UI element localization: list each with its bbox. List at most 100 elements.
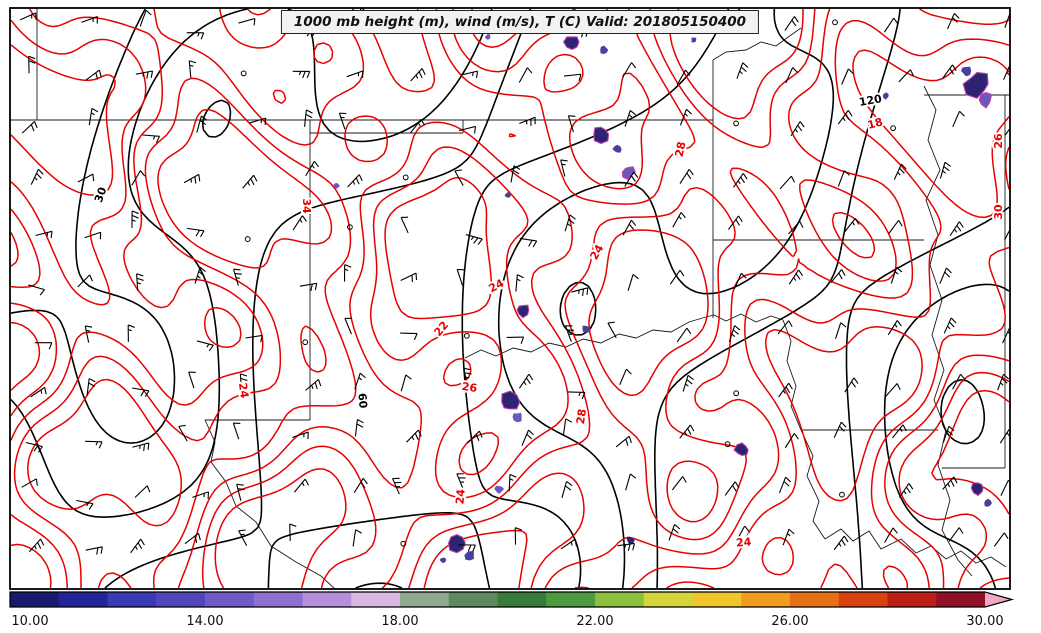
barb-staff — [733, 173, 744, 188]
barb-staff — [788, 269, 800, 285]
barb-tick — [896, 267, 903, 273]
barb-tick — [199, 266, 206, 273]
barb-half-tick — [624, 544, 627, 549]
wind-barb — [85, 69, 102, 81]
barb-staff — [899, 483, 910, 498]
barb-staff — [352, 529, 357, 547]
barb-tick — [793, 16, 799, 23]
barb-half-tick — [787, 533, 791, 537]
wind-barb — [77, 274, 94, 288]
wind-barb — [400, 216, 409, 234]
contour-label: 18 — [866, 115, 884, 132]
barb-staff — [183, 173, 200, 184]
barb-tick — [33, 445, 39, 452]
barb-tick — [795, 273, 801, 280]
barb-half-tick — [684, 431, 688, 436]
barb-tick — [48, 342, 53, 350]
barb-staff — [135, 70, 153, 75]
barb-half-tick — [947, 483, 951, 488]
wind-barb — [21, 478, 38, 488]
barb-staff — [132, 442, 150, 448]
wind-barb — [679, 168, 694, 184]
barb-tick — [1007, 331, 1010, 335]
barb-staff — [518, 67, 528, 83]
barb-tick — [740, 272, 747, 279]
barb-tick — [902, 424, 907, 432]
barb-staff — [245, 334, 263, 339]
wind-barb — [724, 481, 740, 496]
barb-tick — [892, 527, 898, 534]
wind-barb — [622, 219, 637, 236]
barb-tick — [44, 387, 47, 395]
barb-half-tick — [470, 236, 475, 241]
barb-staff — [833, 535, 845, 551]
barb-tick — [100, 546, 103, 554]
barb-staff — [784, 433, 795, 449]
barb-staff — [952, 111, 961, 128]
wind-barb — [178, 424, 188, 442]
barb-staff — [947, 13, 955, 30]
barb-staff — [338, 112, 346, 130]
wind-barb — [890, 267, 903, 284]
barb-tick — [629, 473, 637, 479]
wind-barb — [627, 274, 639, 291]
barb-tick — [896, 320, 902, 327]
barb-tick — [477, 238, 483, 245]
wind-barb — [456, 473, 466, 490]
wind-barb — [617, 542, 636, 551]
state-border — [800, 429, 826, 540]
barb-staff — [885, 383, 898, 397]
barb-staff — [993, 532, 1005, 547]
wind-barb — [346, 70, 364, 78]
barb-tick — [788, 382, 793, 390]
wind-barb — [354, 372, 366, 390]
colorbar-segment — [887, 592, 937, 607]
barb-half-tick — [298, 71, 302, 76]
barb-staff — [305, 379, 319, 391]
barb-half-tick — [247, 181, 251, 186]
wind-barb — [622, 62, 637, 78]
barb-tick — [92, 174, 95, 182]
wind-barb — [410, 68, 426, 82]
barb-tick — [526, 67, 533, 74]
barb-tick — [1001, 378, 1008, 384]
barb-tick — [137, 542, 143, 549]
barb-tick — [853, 377, 859, 384]
barb-half-tick — [516, 278, 521, 282]
wind-barb — [240, 70, 247, 77]
wind-barb — [238, 529, 248, 547]
barb-staff — [669, 269, 681, 285]
barb-staff — [615, 435, 630, 448]
wind-barb — [676, 69, 691, 86]
barb-half-tick — [311, 385, 314, 390]
shaded-patch — [494, 485, 505, 494]
barb-staff — [560, 159, 566, 177]
barb-staff — [837, 109, 849, 125]
state-border — [712, 27, 802, 61]
wind-barb — [948, 527, 964, 542]
barb-staff — [132, 387, 150, 392]
barb-half-tick — [684, 113, 689, 117]
wind-barb — [353, 477, 368, 493]
wind-barb — [400, 374, 412, 392]
barb-staff — [134, 485, 148, 498]
barb-tick — [944, 161, 951, 167]
wind-barb — [943, 317, 957, 334]
wind-barb — [778, 382, 793, 398]
wind-barb — [456, 268, 465, 286]
wind-barb — [893, 163, 907, 180]
shaded-patch — [562, 36, 580, 51]
barb-staff — [196, 115, 202, 133]
barb-tick — [528, 373, 534, 381]
barb-tick — [310, 283, 313, 292]
barb-staff — [77, 173, 94, 183]
barb-tick — [143, 443, 146, 452]
barb-tick — [95, 72, 99, 80]
wind-barb — [890, 125, 897, 132]
barb-tick — [625, 438, 629, 446]
wind-barb — [942, 476, 958, 490]
barb-staff — [733, 272, 742, 289]
wind-barb — [672, 212, 686, 228]
wind-barb — [1004, 127, 1010, 136]
wind-barb — [1000, 479, 1010, 496]
